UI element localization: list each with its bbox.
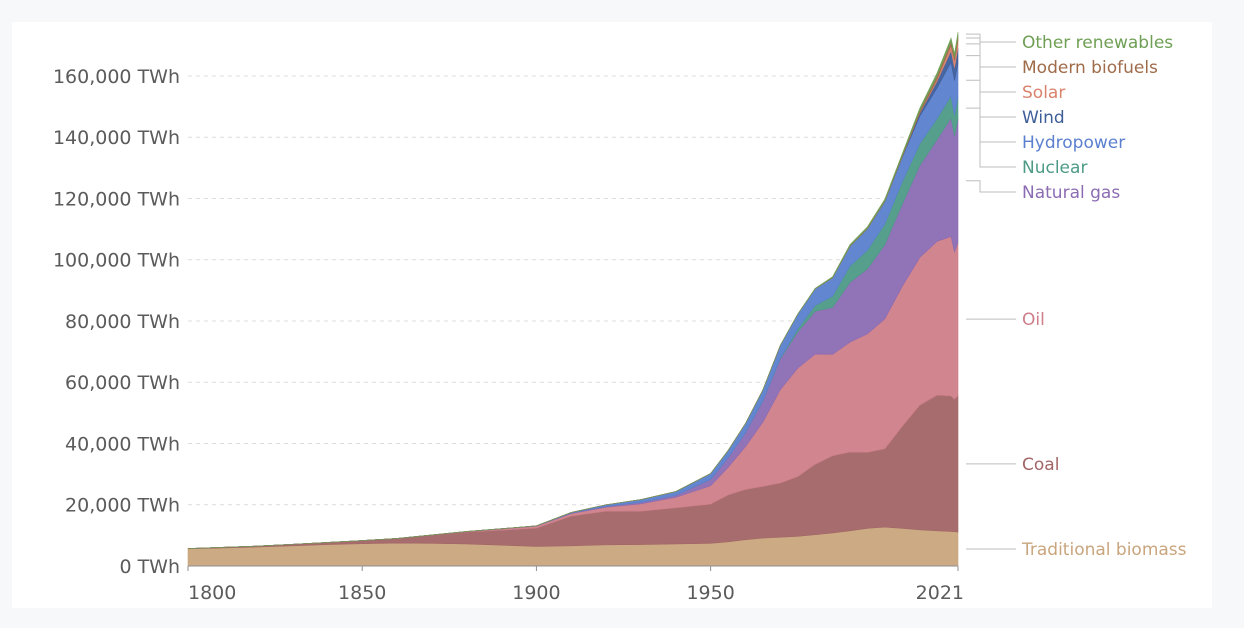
- stacked-area-chart: 0 TWh 20,000 TWh 40,000 TWh 60,000 TWh 80,00…: [53, 32, 1187, 604]
- chart-panel: 0 TWh 20,000 TWh 40,000 TWh 60,000 TWh 80,00…: [12, 22, 1212, 608]
- y-tick-label: 100,000 TWh: [53, 250, 180, 272]
- y-tick-label: 120,000 TWh: [53, 188, 180, 210]
- y-tick-label: 140,000 TWh: [53, 127, 180, 149]
- x-tick-label: 1950: [686, 582, 734, 604]
- y-tick-label: 80,000 TWh: [65, 311, 180, 333]
- legend-label-traditional-biomass[interactable]: Traditional biomass: [1021, 540, 1187, 560]
- legend-label-coal[interactable]: Coal: [1022, 455, 1059, 475]
- gridlines: [188, 75, 958, 506]
- legend-label-nuclear[interactable]: Nuclear: [1022, 158, 1087, 178]
- legend-leader-nuclear: [966, 107, 1016, 168]
- x-tick-label: 1800: [188, 582, 236, 604]
- y-tick-label: 60,000 TWh: [65, 372, 180, 394]
- y-tick-label: 160,000 TWh: [53, 66, 180, 88]
- x-tick-label: 1850: [338, 582, 386, 604]
- y-tick-label: 20,000 TWh: [65, 495, 180, 517]
- x-tick-label: 1900: [512, 582, 560, 604]
- legend-label-modern-biofuels[interactable]: Modern biofuels: [1022, 58, 1158, 78]
- y-tick-label: 0 TWh: [119, 556, 180, 578]
- legend-leader-natural-gas: [966, 180, 1016, 193]
- legend-label-solar[interactable]: Solar: [1022, 83, 1065, 103]
- area-series-group: [187, 32, 959, 567]
- legend-label-wind[interactable]: Wind: [1022, 108, 1065, 128]
- legend-label-oil[interactable]: Oil: [1022, 310, 1045, 330]
- legend-label-hydropower[interactable]: Hydropower: [1022, 133, 1125, 153]
- legend-leader-hydropower: [966, 79, 1016, 143]
- legend-leader-solar: [966, 43, 1016, 93]
- area-other-renewables: [187, 32, 959, 549]
- legend-label-other-renewables[interactable]: Other renewables: [1022, 33, 1173, 53]
- y-tick-label: 40,000 TWh: [65, 433, 180, 455]
- legend: Other renewables Modern biofuels Solar Wind…: [966, 33, 1187, 560]
- legend-label-natural-gas[interactable]: Natural gas: [1022, 183, 1120, 203]
- axes: 0 TWh 20,000 TWh 40,000 TWh 60,000 TWh 80,00…: [53, 66, 964, 604]
- x-tick-label: 2021: [916, 582, 964, 604]
